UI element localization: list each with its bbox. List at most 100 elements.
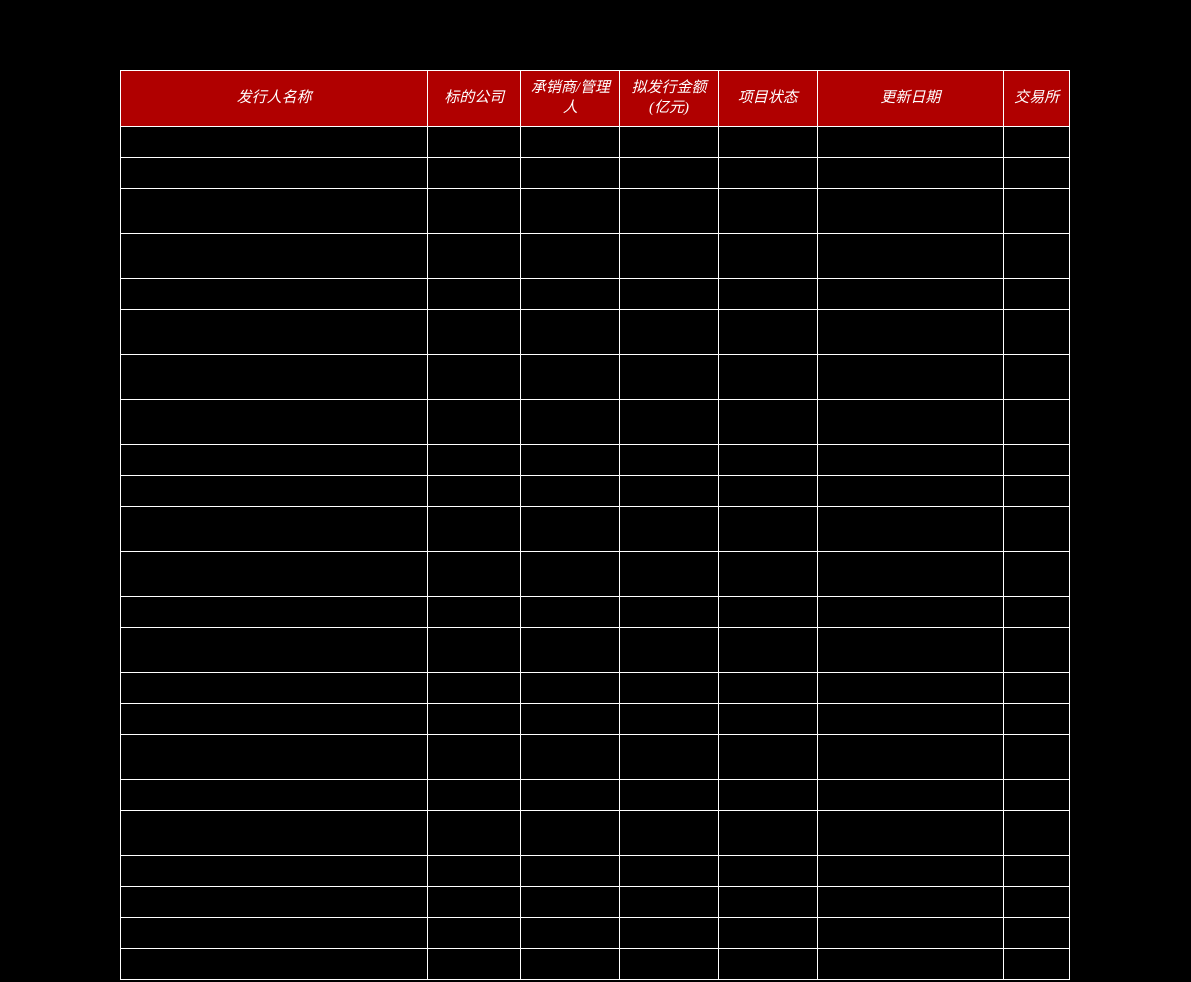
table-cell [121,507,428,552]
table-cell [428,811,521,856]
table-cell [817,887,1004,918]
header-target: 标的公司 [428,71,521,127]
table-cell [428,355,521,400]
table-cell [428,628,521,673]
table-cell [1004,552,1070,597]
table-cell [521,597,620,628]
table-cell [817,158,1004,189]
table-cell [1004,445,1070,476]
table-cell [121,400,428,445]
table-cell [521,400,620,445]
table-row [121,887,1070,918]
table-cell [428,780,521,811]
table-row [121,279,1070,310]
table-cell [718,704,817,735]
table-cell [620,887,719,918]
table-cell [121,234,428,279]
table-cell [817,735,1004,780]
table-cell [1004,780,1070,811]
table-cell [521,189,620,234]
table-cell [521,127,620,158]
table-cell [1004,856,1070,887]
table-row [121,597,1070,628]
table-cell [121,811,428,856]
table-cell [121,310,428,355]
table-cell [718,735,817,780]
table-cell [1004,127,1070,158]
table-row [121,310,1070,355]
table-cell [428,400,521,445]
table-cell [428,127,521,158]
table-row [121,234,1070,279]
table-cell [718,856,817,887]
table-body [121,127,1070,980]
table-row [121,552,1070,597]
table-row [121,949,1070,980]
table-cell [121,673,428,704]
table-cell [121,189,428,234]
table-cell [121,887,428,918]
table-row [121,400,1070,445]
table-cell [521,355,620,400]
table-cell [428,507,521,552]
table-cell [620,811,719,856]
header-date: 更新日期 [817,71,1004,127]
table-cell [428,597,521,628]
header-issuer: 发行人名称 [121,71,428,127]
table-cell [817,673,1004,704]
table-cell [121,127,428,158]
table-cell [620,918,719,949]
table-cell [620,355,719,400]
table-cell [428,234,521,279]
table-cell [817,234,1004,279]
table-row [121,445,1070,476]
table-cell [121,918,428,949]
table-cell [817,918,1004,949]
table-row [121,856,1070,887]
table-cell [428,158,521,189]
table-cell [620,552,719,597]
table-cell [428,189,521,234]
table-row [121,158,1070,189]
table-cell [620,780,719,811]
table-cell [428,949,521,980]
table-cell [121,704,428,735]
table-cell [521,704,620,735]
table-cell [718,476,817,507]
table-cell [1004,400,1070,445]
table-cell [521,552,620,597]
table-cell [817,507,1004,552]
table-cell [718,400,817,445]
table-cell [1004,158,1070,189]
table-cell [817,355,1004,400]
table-cell [718,811,817,856]
table-cell [817,780,1004,811]
table-cell [620,234,719,279]
table-cell [817,310,1004,355]
table-row [121,735,1070,780]
table-cell [1004,673,1070,704]
table-cell [121,628,428,673]
table-cell [428,552,521,597]
table-cell [817,476,1004,507]
table-cell [620,279,719,310]
table-cell [121,445,428,476]
table-cell [718,780,817,811]
table-cell [521,856,620,887]
table-cell [620,673,719,704]
table-cell [121,856,428,887]
table-cell [718,673,817,704]
table-cell [718,552,817,597]
table-cell [718,628,817,673]
table-row [121,628,1070,673]
table-cell [718,507,817,552]
table-cell [121,355,428,400]
table-cell [521,628,620,673]
table-cell [718,189,817,234]
table-row [121,189,1070,234]
table-cell [718,355,817,400]
table-cell [521,918,620,949]
table-cell [1004,735,1070,780]
table-header: 发行人名称 标的公司 承销商/管理人 拟发行金额(亿元) 项目状态 更新日期 交… [121,71,1070,127]
table-row [121,355,1070,400]
